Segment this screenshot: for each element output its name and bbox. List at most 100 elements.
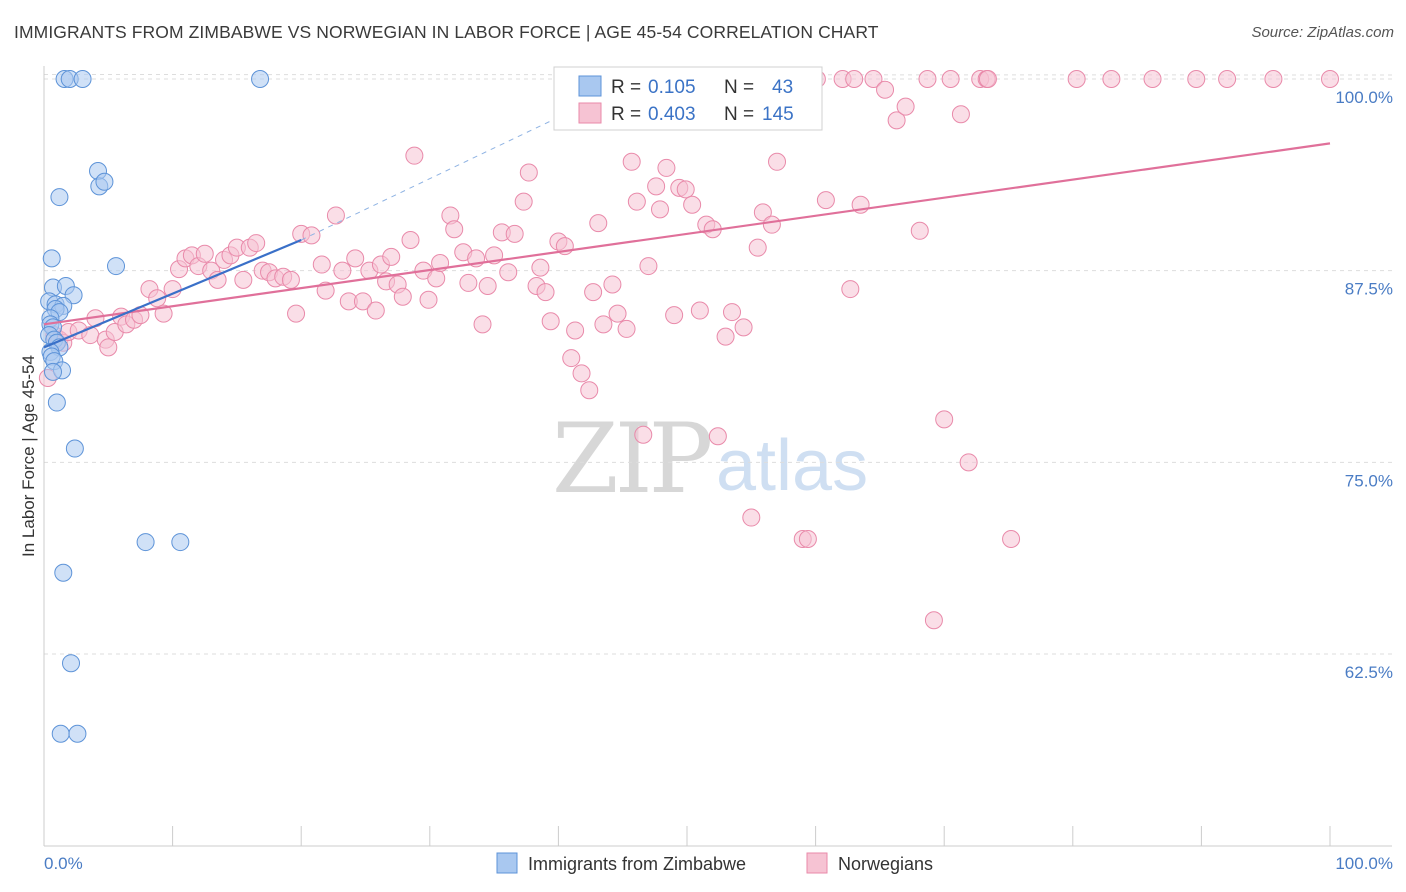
norwegians-point-142 — [978, 70, 997, 88]
norwegians-point-31 — [247, 234, 266, 253]
norwegians-point-61 — [445, 220, 464, 239]
norwegians-point-84 — [589, 214, 608, 233]
norwegians-point-128 — [935, 410, 954, 429]
series-legend-swatch-zimbabwe — [496, 852, 518, 874]
norwegians-point-137 — [1143, 70, 1162, 88]
norwegians-point-46 — [353, 292, 372, 311]
chart-title: IMMIGRANTS FROM ZIMBABWE VS NORWEGIAN IN… — [14, 22, 879, 42]
y-tick-label-0: 62.5% — [1345, 663, 1393, 682]
norwegians-point-29 — [234, 270, 253, 289]
norwegians-point-58 — [427, 269, 446, 288]
norwegians-point-100 — [690, 301, 709, 320]
zimbabwe-point-37 — [68, 724, 87, 743]
norwegians-point-17 — [154, 304, 173, 323]
norwegians-point-126 — [918, 70, 937, 88]
norwegians-point-37 — [287, 304, 306, 323]
norwegians-point-95 — [657, 158, 676, 177]
norwegians-point-45 — [346, 249, 365, 268]
norwegians-point-89 — [622, 152, 641, 171]
norwegians-point-123 — [887, 111, 906, 130]
norwegians-point-42 — [326, 206, 345, 225]
norwegians-point-80 — [566, 321, 585, 340]
series-legend-swatch-norwegians — [806, 852, 828, 874]
norwegians-point-23 — [195, 244, 214, 263]
zimbabwe-point-31 — [65, 439, 84, 458]
watermark-zip: ZIP — [552, 403, 711, 515]
norwegians-points — [38, 70, 1339, 630]
series-legend-label-zimbabwe: Immigrants from Zimbabwe — [528, 854, 746, 874]
norwegians-point-51 — [382, 247, 401, 266]
zimbabwe-point-7 — [50, 188, 69, 207]
norwegians-point-116 — [816, 191, 835, 210]
norwegians-point-92 — [639, 257, 658, 276]
legend-n-label-norwegians: N = — [724, 104, 754, 125]
y-tick-labels: 62.5% 75.0% 87.5% 100.0% — [1335, 88, 1393, 682]
norwegians-point-114 — [798, 530, 817, 548]
norwegians-point-118 — [841, 280, 860, 299]
norwegians-point-93 — [647, 177, 666, 196]
norwegians-point-119 — [845, 70, 864, 88]
norwegians-point-82 — [580, 381, 599, 400]
y-axis-title: In Labor Force | Age 45-54 — [19, 355, 38, 557]
norwegians-point-66 — [478, 277, 497, 295]
norwegians-point-103 — [708, 427, 727, 446]
zimbabwe-trendline — [43, 238, 302, 349]
zimbabwe-point-29 — [44, 362, 63, 381]
legend-r-value-norwegians: 0.403 — [648, 104, 696, 125]
norwegians-point-124 — [896, 97, 915, 116]
norwegians-point-72 — [519, 163, 538, 182]
norwegians-point-108 — [748, 238, 767, 257]
zimbabwe-point-6 — [95, 172, 114, 191]
norwegians-point-141 — [1321, 70, 1339, 88]
source-label: Source: ZipAtlas.com — [1251, 24, 1394, 41]
norwegians-trendline — [43, 142, 1331, 326]
zimbabwe-point-34 — [54, 563, 73, 582]
x-tick-label-min: 0.0% — [44, 854, 83, 873]
norwegians-point-71 — [514, 192, 533, 211]
norwegians-point-107 — [742, 508, 761, 527]
norwegians-point-131 — [959, 453, 978, 472]
norwegians-point-87 — [608, 304, 627, 323]
norwegians-point-94 — [650, 200, 669, 219]
norwegians-point-104 — [716, 327, 735, 346]
norwegians-point-125 — [910, 221, 929, 240]
watermark: ZIP atlas — [552, 403, 868, 515]
norwegians-point-83 — [584, 283, 603, 302]
legend-swatch-zimbabwe — [578, 75, 602, 97]
legend-n-label-zimbabwe: N = — [724, 77, 754, 98]
norwegians-point-65 — [473, 315, 492, 334]
gridlines — [43, 74, 1393, 655]
norwegians-point-63 — [459, 273, 478, 292]
norwegians-point-70 — [505, 224, 524, 243]
norwegians-point-75 — [536, 283, 555, 302]
norwegians-point-9 — [99, 338, 118, 357]
zimbabwe-point-35 — [62, 654, 81, 673]
norwegians-point-36 — [281, 270, 300, 289]
norwegians-point-85 — [594, 315, 613, 334]
norwegians-point-106 — [734, 318, 753, 337]
norwegians-point-138 — [1187, 70, 1206, 88]
zimbabwe-point-32 — [136, 533, 155, 552]
norwegians-point-129 — [941, 70, 960, 88]
x-tick-marks — [43, 826, 1331, 846]
norwegians-point-69 — [499, 263, 518, 282]
norwegians-point-134 — [1002, 530, 1021, 548]
legend-r-value-zimbabwe: 0.105 — [648, 77, 696, 98]
stats-legend: R = 0.105 N = 43 R = 0.403 N = 145 — [553, 66, 823, 131]
norwegians-point-90 — [627, 192, 646, 211]
norwegians-point-130 — [951, 105, 970, 124]
norwegians-point-79 — [562, 349, 581, 368]
zimbabwe-point-36 — [51, 724, 70, 743]
zimbabwe-points — [40, 70, 270, 743]
norwegians-point-110 — [762, 215, 781, 234]
norwegians-point-109 — [753, 203, 772, 222]
norwegians-point-55 — [405, 146, 424, 165]
norwegians-point-76 — [541, 312, 560, 331]
norwegians-point-91 — [634, 425, 653, 444]
series-legend-label-norwegians: Norwegians — [838, 854, 933, 874]
zimbabwe-point-33 — [171, 533, 190, 552]
zimbabwe-point-30 — [47, 393, 66, 412]
legend-swatch-norwegians — [578, 102, 602, 124]
legend-r-label-norwegians: R = — [611, 104, 641, 125]
